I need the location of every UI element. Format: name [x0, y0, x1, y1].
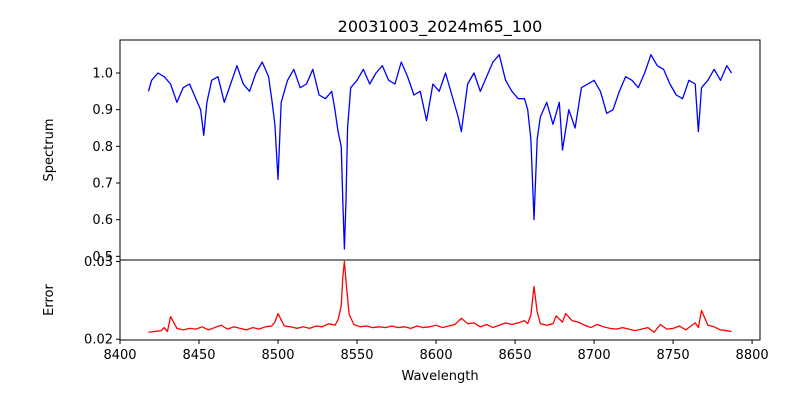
spectrum-y-tick-label: 1.0 — [92, 67, 113, 82]
spectrum-y-tick-label: 0.8 — [92, 140, 113, 155]
x-tick-label: 8500 — [261, 348, 294, 363]
x-axis-label: Wavelength — [401, 369, 478, 384]
error-y-tick-label: 0.03 — [84, 255, 113, 270]
spectrum-y-tick-label: 0.5 — [92, 250, 113, 265]
chart-title: 20031003_2024m65_100 — [338, 17, 543, 37]
error-y-axis-label: Error — [42, 284, 57, 316]
x-axis-ticks: 8400 8450 8500 8550 8600 8650 8700 8750 8800 — [103, 340, 769, 363]
x-tick-label: 8550 — [340, 348, 373, 363]
spectrum-y-tick-label: 0.7 — [92, 177, 113, 192]
x-tick-label: 8700 — [578, 348, 611, 363]
x-tick-label: 8450 — [182, 348, 215, 363]
spectrum-panel: 0.5 0.6 0.7 0.8 0.9 1.0 Spectrum — [42, 39, 761, 265]
x-tick-label: 8650 — [499, 348, 532, 363]
error-panel: 0.02 0.03 8400 8450 8500 8550 8600 8650 8700 875… — [42, 255, 769, 363]
spectrum-y-tick-label: 0.6 — [92, 213, 113, 228]
x-tick-label: 8750 — [657, 348, 690, 363]
x-tick-label: 8600 — [420, 348, 453, 363]
spectrum-line — [147, 54, 733, 250]
spectrum-series-group — [147, 54, 733, 250]
error-series-group — [148, 260, 732, 333]
spectrum-y-tick-label: 0.9 — [92, 103, 113, 118]
spectrum-y-axis-label: Spectrum — [42, 119, 57, 182]
error-y-tick-label: 0.02 — [84, 333, 113, 348]
x-tick-label: 8400 — [103, 348, 136, 363]
error-line — [148, 260, 732, 333]
error-y-ticks: 0.02 0.03 — [84, 255, 120, 348]
error-axes-frame — [119, 259, 761, 341]
spectrum-y-ticks: 0.5 0.6 0.7 0.8 0.9 1.0 — [92, 67, 120, 265]
x-tick-label: 8800 — [736, 348, 769, 363]
